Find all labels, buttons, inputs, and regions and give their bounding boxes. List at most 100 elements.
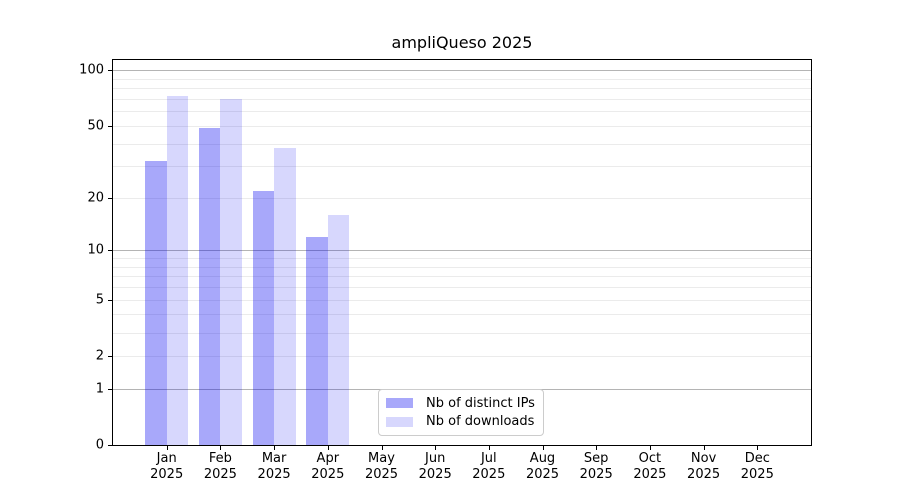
legend: Nb of distinct IPs Nb of downloads (378, 389, 544, 436)
x-tick-month: Feb (208, 451, 232, 466)
chart-title: ampliQueso 2025 (391, 33, 533, 52)
gridline-minor (113, 197, 811, 199)
x-tick-year: 2025 (150, 467, 184, 482)
x-tick-month: Jan (156, 451, 177, 466)
x-tick-label: Mar 2025 (242, 451, 306, 483)
y-tick-label: 2 (95, 348, 104, 364)
legend-swatch (386, 416, 413, 427)
x-tick-year: 2025 (579, 467, 613, 482)
x-tick-year: 2025 (687, 467, 721, 482)
gridline-major (113, 70, 811, 72)
legend-swatch (386, 398, 413, 409)
bar-nb-of-distinct-ips-jan (145, 161, 167, 445)
x-tick-mark (381, 446, 383, 450)
x-tick-label: Apr 2025 (296, 451, 360, 483)
x-tick-mark (220, 446, 222, 450)
legend-label: Nb of distinct IPs (426, 395, 535, 411)
y-tick-mark (108, 355, 112, 357)
gridline-minor (113, 332, 811, 334)
x-tick-label: Sep 2025 (564, 451, 628, 483)
x-tick-label: Jan 2025 (135, 451, 199, 483)
gridline-minor (113, 111, 811, 113)
x-tick-label: Jul 2025 (457, 451, 521, 483)
gridline-minor (113, 299, 811, 301)
bar-nb-of-downloads-feb (220, 99, 242, 445)
legend-row: Nb of distinct IPs (386, 396, 536, 411)
x-tick-mark (488, 446, 490, 450)
y-tick-mark (108, 125, 112, 127)
x-tick-month: Dec (744, 451, 770, 466)
x-tick-year: 2025 (633, 467, 667, 482)
gridline-minor (113, 355, 811, 357)
y-tick-mark (108, 197, 112, 199)
x-tick-mark (166, 446, 168, 450)
bar-nb-of-distinct-ips-apr (306, 236, 328, 445)
gridline-minor (113, 125, 811, 127)
x-tick-label: May 2025 (350, 451, 414, 483)
x-tick-mark (596, 446, 598, 450)
y-tick-label: 0 (95, 437, 104, 453)
x-tick-month: Oct (638, 451, 662, 466)
y-tick-label: 5 (95, 292, 104, 308)
x-tick-month: Mar (261, 451, 287, 466)
x-tick-mark (435, 446, 437, 450)
gridline-minor (113, 276, 811, 278)
x-tick-mark (703, 446, 705, 450)
gridline-minor (113, 287, 811, 289)
y-tick-label: 20 (87, 190, 104, 206)
x-tick-mark (757, 446, 759, 450)
x-tick-label: Nov 2025 (672, 451, 736, 483)
gridline-minor (113, 258, 811, 260)
y-tick-mark (108, 250, 112, 252)
gridline-minor (113, 266, 811, 268)
y-tick-mark (108, 388, 112, 390)
x-tick-label: Dec 2025 (725, 451, 789, 483)
gridline-major (113, 250, 811, 252)
x-tick-label: Aug 2025 (511, 451, 575, 483)
x-tick-label: Feb 2025 (188, 451, 252, 483)
x-tick-year: 2025 (203, 467, 237, 482)
legend-row: Nb of downloads (386, 414, 536, 429)
bar-nb-of-distinct-ips-mar (252, 190, 275, 445)
gridline-minor (113, 78, 811, 80)
x-tick-mark (649, 446, 651, 450)
gridline-minor (113, 166, 811, 168)
plot-area (112, 59, 812, 446)
x-tick-month: Apr (316, 451, 340, 466)
x-tick-mark (327, 446, 329, 450)
x-tick-year: 2025 (472, 467, 506, 482)
x-tick-mark (542, 446, 544, 450)
y-tick-label: 50 (87, 118, 104, 134)
x-tick-year: 2025 (364, 467, 399, 482)
bar-nb-of-downloads-jan (166, 95, 189, 445)
legend-label: Nb of downloads (426, 414, 535, 430)
y-tick-label: 10 (87, 242, 104, 258)
x-tick-year: 2025 (418, 467, 452, 482)
x-tick-month: May (368, 451, 395, 466)
bar-nb-of-downloads-mar (274, 147, 296, 445)
y-tick-mark (108, 445, 112, 446)
bar-nb-of-distinct-ips-feb (198, 127, 221, 445)
x-tick-year: 2025 (311, 467, 345, 482)
gridline-minor (113, 143, 811, 145)
x-tick-month: Sep (583, 451, 609, 466)
gridline-minor (113, 314, 811, 316)
x-tick-label: Oct 2025 (618, 451, 682, 483)
x-tick-month: Nov (690, 451, 717, 466)
y-tick-label: 1 (95, 381, 104, 397)
x-tick-label: Jun 2025 (403, 451, 467, 483)
x-tick-year: 2025 (740, 467, 774, 482)
gridline-minor (113, 99, 811, 100)
x-tick-year: 2025 (257, 467, 291, 482)
y-tick-label: 100 (79, 62, 104, 78)
bar-nb-of-downloads-apr (327, 215, 350, 445)
x-tick-mark (274, 446, 276, 450)
x-tick-month: Jun (425, 451, 446, 466)
y-tick-mark (108, 299, 112, 301)
x-tick-year: 2025 (525, 467, 560, 482)
x-tick-month: Jul (480, 451, 497, 466)
gridline-minor (113, 88, 811, 90)
x-tick-month: Aug (529, 451, 556, 466)
y-tick-mark (108, 70, 112, 72)
